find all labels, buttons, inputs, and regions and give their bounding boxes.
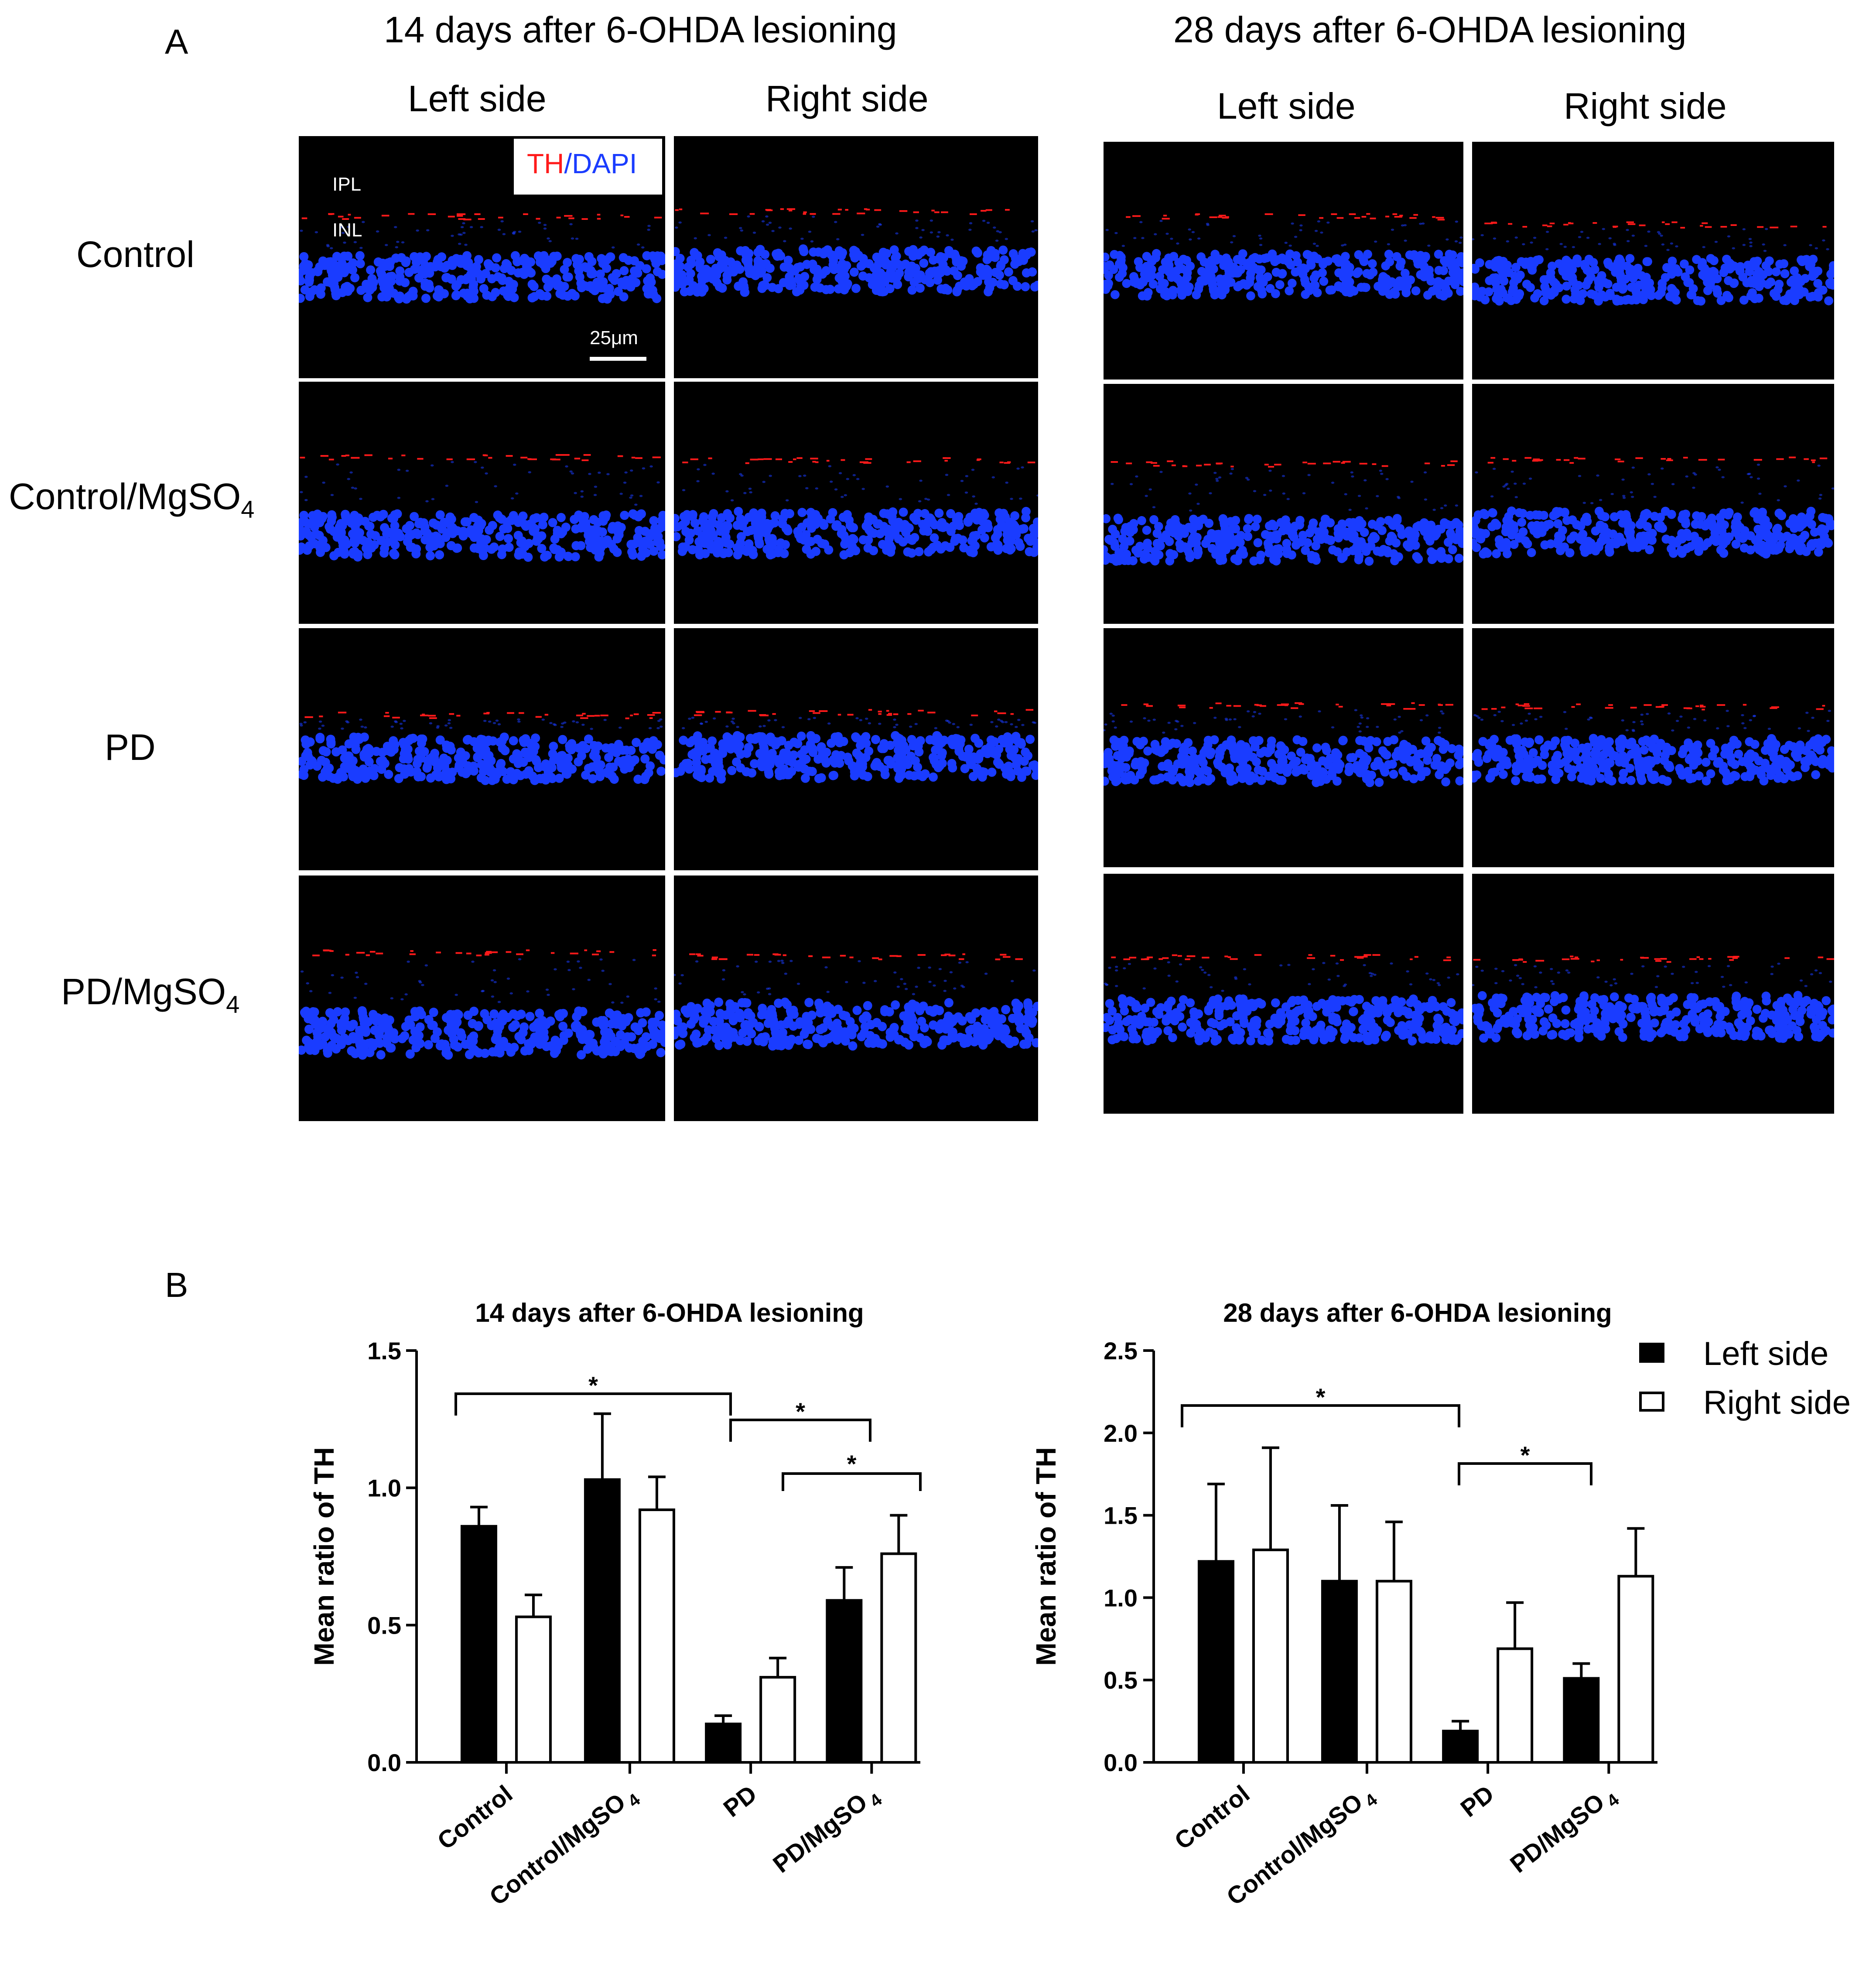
chart2-ytick-label-2: 1.0	[1104, 1584, 1138, 1611]
chart1-bar-3-1	[880, 1552, 917, 1764]
micrograph-r2-c1	[299, 382, 665, 624]
stain-label-slash: /	[564, 148, 572, 179]
chart2-ytick-label-3: 1.5	[1104, 1502, 1138, 1529]
chart1-bar-0-1	[515, 1615, 552, 1764]
chart1-ytick-label-3: 1.5	[367, 1337, 401, 1365]
chart2-xtick-label-2: PD	[1455, 1780, 1499, 1823]
micrograph-r4-c1	[299, 876, 665, 1121]
chart2-title: 28 days after 6-OHDA lesioning	[1223, 1298, 1612, 1327]
legend-label-left: Left side	[1703, 1335, 1829, 1372]
chart1-xtick-label-2: PD	[718, 1780, 762, 1823]
legend-label-right: Right side	[1703, 1384, 1851, 1421]
chart2-sig-star-1: *	[1521, 1441, 1530, 1469]
chart1-title: 14 days after 6-OHDA lesioning	[475, 1298, 864, 1327]
chart1-bar-2-1	[759, 1676, 796, 1764]
micrograph-r3-c3	[1104, 628, 1463, 867]
chart1-bar-2-0	[705, 1722, 742, 1764]
micrograph-r2-c2	[674, 382, 1038, 624]
chart2-bar-2-1	[1497, 1647, 1534, 1764]
time-title-28: 28 days after 6-OHDA lesioning	[1173, 9, 1687, 50]
micrograph-r4-c2	[674, 876, 1038, 1121]
chart2-bar-1-1	[1375, 1580, 1412, 1764]
side-title-14-right: Right side	[765, 78, 929, 119]
chart1-bar-3-0	[826, 1599, 863, 1764]
row-label-control: Control	[76, 234, 195, 275]
chart2-sig-star-0: *	[1316, 1383, 1326, 1411]
chart2-ytick-label-4: 2.0	[1104, 1419, 1138, 1447]
chart1-ytick-label-0: 0.0	[367, 1749, 401, 1776]
micrograph-r3-c2	[674, 628, 1038, 870]
chart2-xtick-label-3: PD/MgSO4	[1505, 1779, 1623, 1881]
chart1-ytick-label-1: 0.5	[367, 1611, 401, 1639]
row-label-pd: PD	[105, 727, 156, 768]
panel-a-letter: A	[165, 22, 188, 61]
chart1-sig-star-2: *	[847, 1450, 857, 1478]
time-title-14: 14 days after 6-OHDA lesioning	[384, 9, 897, 50]
stain-label-box: TH/DAPI	[514, 139, 662, 195]
row-label-control-mgso4: Control/MgSO4	[9, 476, 255, 523]
micrograph-r2-c3	[1104, 384, 1463, 624]
chart1-bar-1-0	[584, 1478, 621, 1764]
scale-bar	[590, 357, 646, 361]
chart2-ylabel: Mean ratio of TH	[1030, 1447, 1062, 1666]
chart2-sig-bracket-0	[1181, 1404, 1460, 1427]
chart1-sig-bracket-0	[454, 1392, 732, 1416]
chart2-ytick-label-1: 0.5	[1104, 1666, 1138, 1694]
legend-swatch-left	[1639, 1343, 1664, 1363]
chart1-bar-1-1	[638, 1508, 675, 1764]
chart2-bar-1-0	[1321, 1580, 1358, 1764]
chart1-bar-0-0	[460, 1525, 497, 1764]
chart2-bar-3-1	[1617, 1575, 1654, 1764]
layer-label-inl: INL	[332, 219, 362, 241]
micrograph-r1-c4	[1472, 142, 1834, 380]
chart1-sig-bracket-1	[729, 1419, 871, 1442]
side-title-28-left: Left side	[1217, 86, 1356, 127]
chart1-ylabel: Mean ratio of TH	[308, 1447, 340, 1666]
legend-swatch-right	[1639, 1392, 1664, 1412]
chart1-xtick-label-0: Control	[432, 1780, 518, 1855]
micrograph-r1-c2	[674, 136, 1038, 378]
panel-b-letter: B	[165, 1265, 188, 1304]
micrograph-r3-c1	[299, 628, 665, 870]
row-label-pd-mgso4: PD/MgSO4	[61, 971, 240, 1018]
chart2-sig-bracket-1	[1458, 1462, 1592, 1485]
micrograph-r3-c4	[1472, 628, 1834, 867]
micrograph-r1-c3	[1104, 142, 1463, 380]
chart2-xtick-label-0: Control	[1169, 1780, 1255, 1855]
chart1-sig-star-1: *	[796, 1398, 805, 1425]
micrograph-r2-c4	[1472, 384, 1834, 624]
chart2-ytick-label-0: 0.0	[1104, 1749, 1138, 1776]
chart2-bar-0-0	[1197, 1560, 1234, 1764]
chart2-bar-0-1	[1252, 1548, 1289, 1764]
chart2-bar-3-0	[1563, 1677, 1600, 1764]
scale-bar-label: 25μm	[590, 327, 638, 349]
chart1-sig-bracket-2	[782, 1472, 922, 1491]
side-title-14-left: Left side	[408, 78, 547, 119]
micrograph-r4-c4	[1472, 874, 1834, 1114]
stain-label-dapi: DAPI	[572, 148, 637, 179]
side-title-28-right: Right side	[1564, 86, 1727, 127]
micrograph-r4-c3	[1104, 874, 1463, 1114]
layer-label-ipl: IPL	[332, 174, 362, 195]
bar-charts: 14 days after 6-OHDA lesioning Mean ratio…	[308, 1298, 1657, 1911]
chart2-ytick-label-5: 2.5	[1104, 1337, 1138, 1365]
chart2-bar-2-0	[1442, 1730, 1479, 1764]
chart1-xtick-label-3: PD/MgSO4	[768, 1779, 886, 1881]
stain-label-th: TH	[527, 148, 564, 179]
chart1-sig-star-0: *	[588, 1371, 598, 1399]
chart1-ytick-label-2: 1.0	[367, 1474, 401, 1502]
